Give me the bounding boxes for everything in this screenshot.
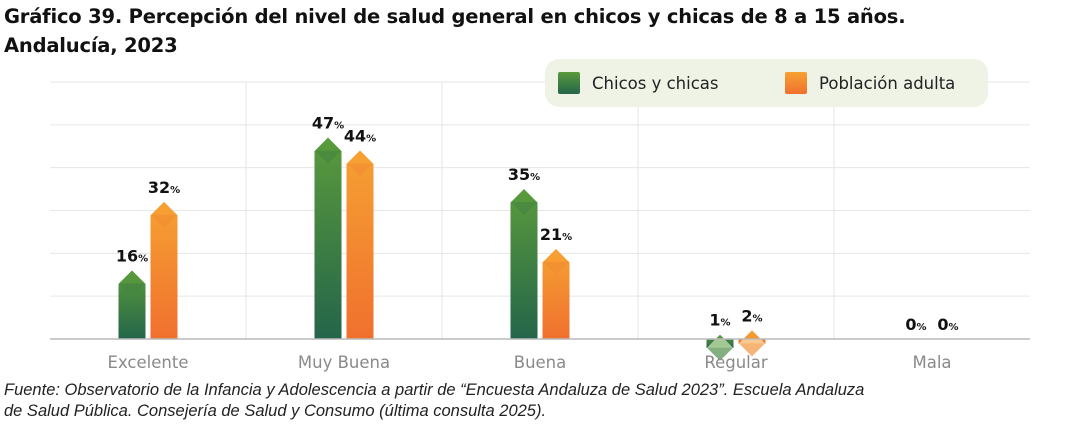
data-label: 21%	[540, 225, 572, 244]
x-tick-label: Muy Buena	[298, 353, 390, 372]
data-label: 47%	[312, 114, 344, 133]
bar-top-shade	[347, 163, 373, 177]
legend-swatch-green	[558, 72, 580, 94]
x-tick-label: Mala	[912, 353, 951, 372]
bar-top-shade	[739, 343, 765, 357]
legend-item-series-2: Población adulta	[785, 70, 955, 96]
bar-top-diamond	[119, 270, 145, 297]
bar-chart: 16% 32% 47%44% 35% 21% 1% 2% 0% 0% Excelente Muy …	[50, 81, 1030, 372]
bar-poblacion-adulta	[346, 150, 374, 339]
bar-top-diamond	[347, 150, 373, 177]
data-label: 0%	[905, 315, 926, 334]
bar-poblacion-adulta	[150, 201, 178, 339]
data-label: 35%	[508, 165, 540, 184]
bar-top-diamond	[151, 201, 177, 228]
legend-label-series-2: Población adulta	[819, 73, 956, 93]
x-tick-label: Excelente	[108, 353, 189, 372]
chart-title-line-1: Gráfico 39. Percepción del nivel de salu…	[4, 5, 906, 28]
chart-title: Gráfico 39. Percepción del nivel de salu…	[4, 2, 1076, 60]
source-note: Fuente: Observatorio de la Infancia y Ad…	[4, 380, 1076, 422]
data-label: 32%	[148, 178, 180, 197]
x-tick-label: Regular	[704, 353, 768, 372]
bar-top-diamond	[543, 249, 569, 276]
grid-lines	[50, 81, 1030, 339]
bar-top-diamond	[707, 334, 733, 361]
bar-top-shade	[119, 283, 145, 297]
data-label: 2%	[741, 306, 762, 325]
source-line-2: de Salud Pública. Consejería de Salud y …	[4, 402, 547, 420]
bar-top-shade	[511, 202, 537, 216]
data-labels: 16% 32% 47%44% 35% 21% 1% 2% 0% 0%	[116, 114, 959, 334]
bar-poblacion-adulta	[542, 249, 570, 339]
bar-top-shade	[707, 347, 733, 361]
bar-top-diamond	[511, 189, 537, 216]
bar-top-shade	[543, 262, 569, 276]
data-label: 0%	[937, 315, 958, 334]
data-label: 16%	[116, 246, 148, 265]
legend-swatch-orange	[785, 72, 807, 94]
bar-top-diamond	[315, 137, 341, 164]
bar-top-diamond	[739, 330, 765, 357]
bar-chicos-y-chicas	[314, 137, 342, 339]
bar-top-shade	[315, 150, 341, 164]
data-label: 1%	[709, 311, 730, 330]
bars	[118, 137, 766, 361]
x-tick-label: Buena	[514, 353, 567, 372]
x-axis: Excelente Muy Buena Buena Regular Mala	[50, 338, 1030, 372]
source-line-1: Fuente: Observatorio de la Infancia y Ad…	[4, 381, 865, 399]
bar-chicos-y-chicas	[510, 189, 538, 339]
legend-label-series-1: Chicos y chicas	[592, 73, 719, 93]
legend: Chicos y chicas Población adulta	[545, 59, 988, 107]
chart-title-line-2: Andalucía, 2023	[4, 34, 178, 57]
legend-item-series-1: Chicos y chicas	[558, 70, 718, 96]
bar-top-shade	[151, 214, 177, 228]
data-label: 44%	[344, 127, 376, 146]
